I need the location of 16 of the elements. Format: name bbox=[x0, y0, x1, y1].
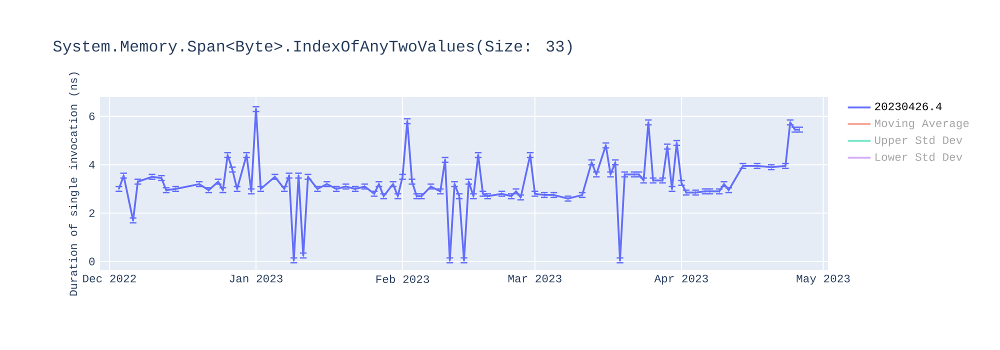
legend-label: Lower Std Dev bbox=[876, 152, 962, 161]
chart-title: System.Memory.Span<Byte>.IndexOfAnyTwoValues(Size: 33) bbox=[53, 40, 572, 55]
x-tick-label: Dec 2022 bbox=[83, 274, 136, 282]
y-tick-label: 4 bbox=[89, 161, 95, 168]
legend-label: Moving Average bbox=[874, 118, 969, 130]
y-axis-title: Duration of single invocation (ns) bbox=[69, 72, 80, 296]
x-tick-label: Jan 2023 bbox=[230, 274, 282, 282]
y-tick-label: 6 bbox=[89, 112, 95, 120]
x-tick-label: Apr 2023 bbox=[654, 274, 708, 285]
x-tick-label: May 2023 bbox=[796, 274, 850, 285]
x-tick-label: Feb 2023 bbox=[376, 274, 430, 284]
y-tick-label: 0 bbox=[89, 258, 95, 266]
y-tick-label: 2 bbox=[89, 209, 94, 217]
x-tick-label: Mar 2023 bbox=[508, 274, 562, 282]
legend-label: 20230426.4 bbox=[875, 102, 942, 110]
legend-label: Upper Std Dev bbox=[875, 136, 962, 146]
